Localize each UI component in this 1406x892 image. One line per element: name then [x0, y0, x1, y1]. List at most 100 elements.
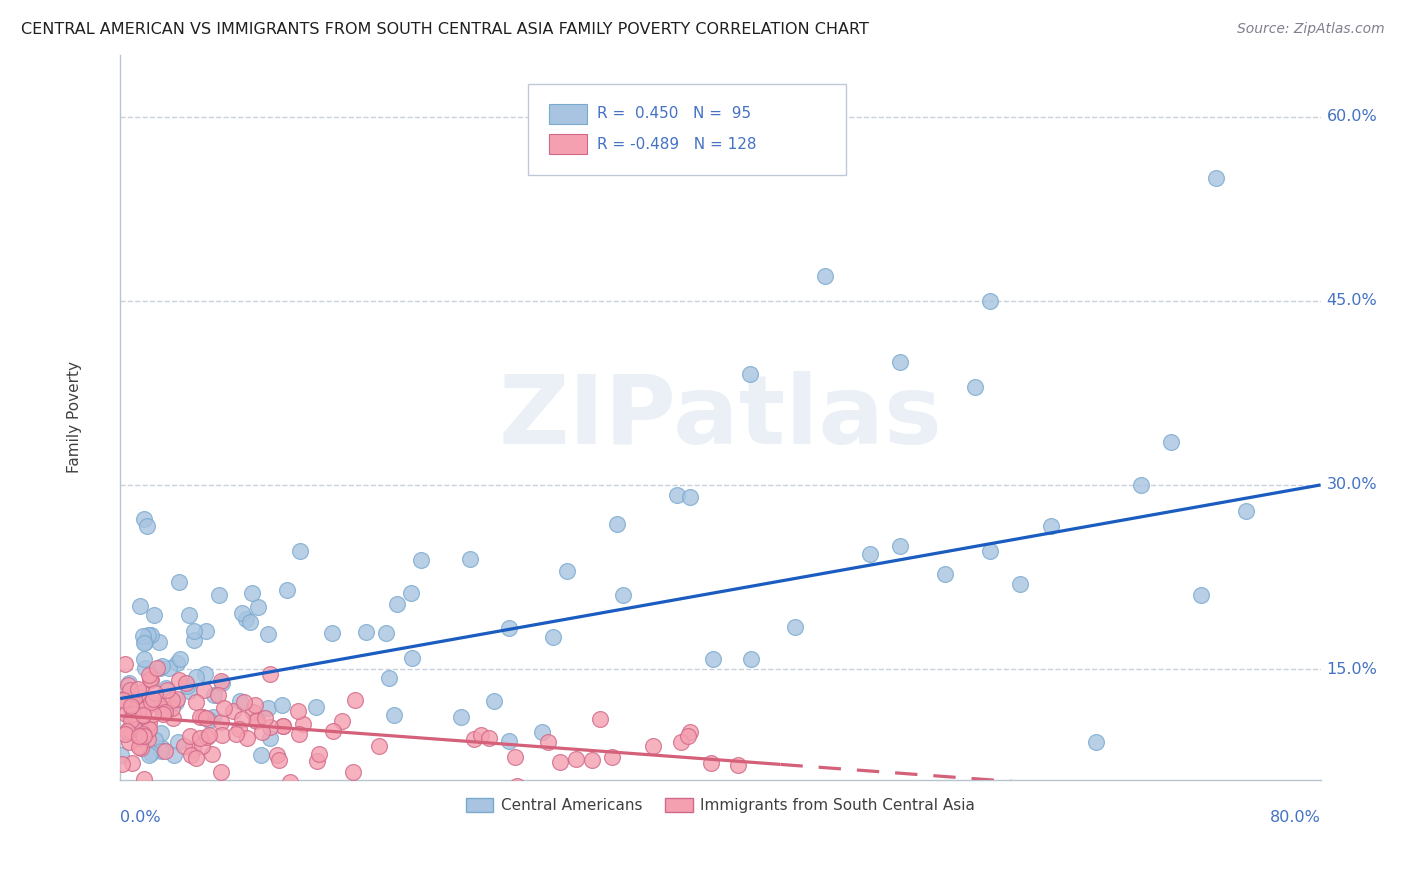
Point	[463, 732, 485, 747]
Point	[211, 728, 233, 742]
Point	[114, 707, 136, 722]
Point	[194, 667, 217, 681]
Point	[194, 711, 217, 725]
Point	[142, 607, 165, 622]
Point	[120, 713, 142, 727]
Point	[225, 727, 247, 741]
Point	[669, 734, 692, 748]
Point	[889, 355, 911, 369]
Point	[138, 668, 160, 682]
Point	[181, 742, 204, 756]
Point	[118, 676, 141, 690]
Point	[740, 652, 762, 666]
Point	[470, 728, 492, 742]
Point	[134, 729, 156, 743]
Point	[259, 731, 281, 745]
Point	[478, 731, 501, 746]
Point	[276, 582, 298, 597]
Point	[128, 729, 150, 743]
Point	[118, 683, 141, 698]
Point	[367, 739, 389, 753]
Text: 0.0%: 0.0%	[120, 810, 160, 825]
Point	[186, 695, 208, 709]
Point	[589, 712, 612, 726]
Point	[343, 693, 366, 707]
Point	[228, 722, 250, 736]
Point	[142, 706, 165, 721]
Point	[121, 701, 143, 715]
Point	[211, 676, 233, 690]
Point	[180, 747, 202, 762]
Point	[378, 671, 401, 685]
Point	[152, 706, 174, 721]
Point	[1010, 577, 1032, 591]
Point	[235, 731, 257, 745]
Point	[169, 651, 191, 665]
Point	[160, 693, 183, 707]
Point	[115, 723, 138, 738]
Text: 15.0%: 15.0%	[1327, 662, 1378, 677]
Point	[173, 739, 195, 754]
Point	[859, 548, 882, 562]
Point	[321, 626, 343, 640]
Point	[118, 735, 141, 749]
Point	[250, 725, 273, 739]
Point	[382, 707, 405, 722]
Point	[121, 707, 143, 722]
Point	[198, 714, 221, 728]
Point	[231, 712, 253, 726]
Point	[166, 656, 188, 670]
Point	[110, 747, 132, 762]
Point	[505, 779, 527, 793]
Point	[450, 710, 472, 724]
Point	[979, 293, 1001, 308]
FancyBboxPatch shape	[548, 103, 588, 124]
Point	[231, 606, 253, 620]
Point	[498, 733, 520, 747]
Point	[555, 564, 578, 578]
Text: 60.0%: 60.0%	[1327, 109, 1378, 124]
Point	[401, 650, 423, 665]
Point	[131, 727, 153, 741]
Point	[679, 724, 702, 739]
Point	[934, 566, 956, 581]
Point	[134, 635, 156, 649]
Point	[188, 710, 211, 724]
Point	[375, 625, 398, 640]
Point	[138, 715, 160, 730]
Text: 30.0%: 30.0%	[1327, 477, 1378, 492]
Point	[548, 755, 571, 769]
Point	[232, 695, 254, 709]
Point	[139, 747, 162, 761]
Point	[979, 544, 1001, 558]
Point	[142, 691, 165, 706]
Point	[702, 652, 724, 666]
Point	[128, 731, 150, 745]
Point	[699, 756, 721, 770]
Point	[179, 729, 201, 743]
Point	[1189, 588, 1212, 602]
Point	[1160, 434, 1182, 449]
Point	[385, 597, 408, 611]
Point	[209, 765, 232, 780]
Point	[145, 686, 167, 700]
Point	[411, 553, 433, 567]
Point	[117, 678, 139, 692]
Text: 80.0%: 80.0%	[1270, 810, 1320, 825]
Point	[118, 722, 141, 736]
Point	[198, 727, 221, 741]
Point	[132, 708, 155, 723]
Point	[266, 747, 288, 762]
Point	[132, 701, 155, 715]
Point	[177, 608, 200, 623]
Point	[160, 700, 183, 714]
Point	[193, 682, 215, 697]
Point	[1205, 170, 1227, 185]
Point	[169, 673, 191, 687]
Point	[132, 636, 155, 650]
Point	[537, 734, 560, 748]
Point	[253, 711, 276, 725]
Point	[122, 713, 145, 727]
Point	[114, 657, 136, 671]
Point	[239, 615, 262, 629]
